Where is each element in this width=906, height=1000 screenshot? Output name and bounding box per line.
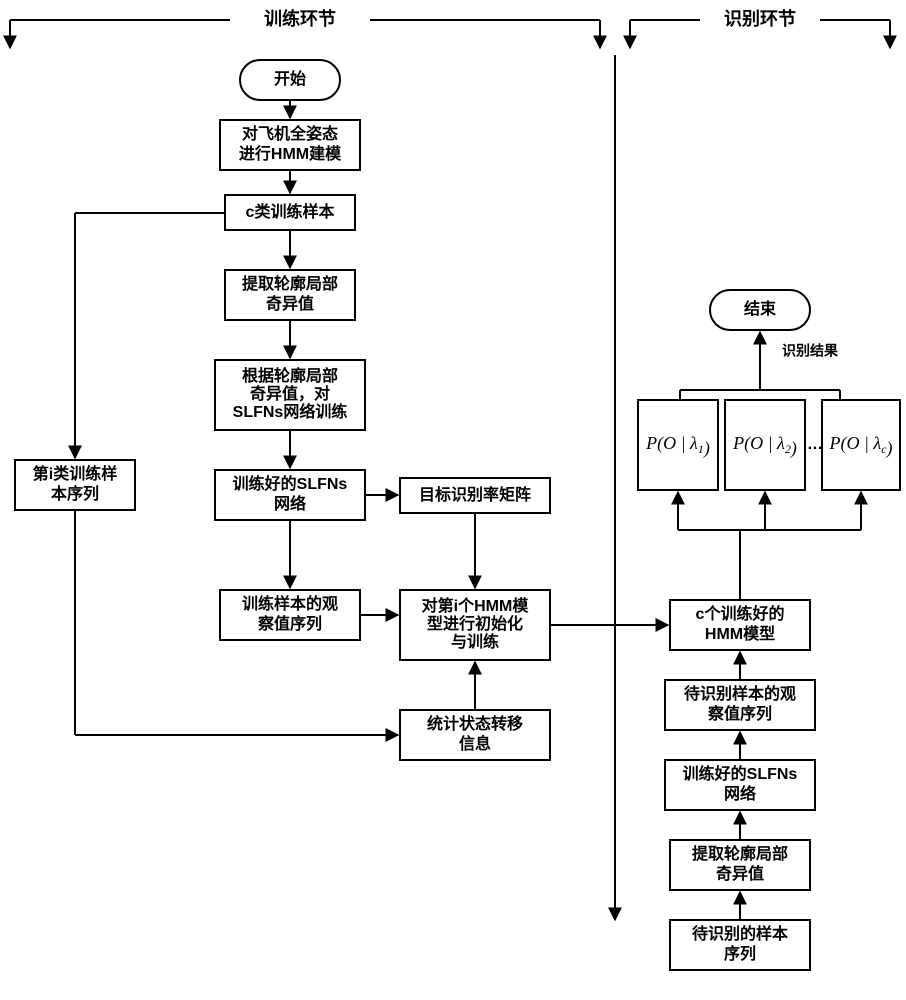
svg-text:待识别的样本: 待识别的样本	[692, 924, 788, 943]
svg-text:统计状态转移: 统计状态转移	[427, 714, 523, 733]
svg-text:奇异值，对: 奇异值，对	[250, 384, 330, 403]
result-label: 识别结果	[782, 343, 839, 359]
svg-text:察值序列: 察值序列	[707, 704, 772, 723]
svg-text:型进行初始化: 型进行初始化	[427, 614, 523, 633]
svg-text:HMM模型: HMM模型	[705, 624, 775, 643]
svg-text:训练好的SLFNs: 训练好的SLFNs	[233, 474, 348, 493]
svg-text:待识别样本的观: 待识别样本的观	[684, 684, 796, 703]
svg-text:c类训练样本: c类训练样本	[246, 202, 335, 221]
svg-text:训练样本的观: 训练样本的观	[242, 594, 338, 613]
svg-text:信息: 信息	[459, 734, 491, 753]
svg-text:察值序列: 察值序列	[257, 614, 322, 633]
svg-text:c个训练好的: c个训练好的	[696, 604, 785, 623]
svg-text:提取轮廓局部: 提取轮廓局部	[242, 274, 338, 293]
svg-text:本序列: 本序列	[51, 484, 99, 503]
svg-text:序列: 序列	[724, 944, 756, 963]
svg-text:目标识别率矩阵: 目标识别率矩阵	[419, 485, 531, 504]
svg-text:SLFNs网络训练: SLFNs网络训练	[233, 402, 348, 421]
svg-text:奇异值: 奇异值	[716, 864, 764, 883]
dots: …	[807, 436, 823, 453]
svg-text:网络: 网络	[724, 784, 756, 803]
svg-text:根据轮廓局部: 根据轮廓局部	[242, 366, 338, 385]
svg-text:网络: 网络	[274, 494, 306, 513]
svg-text:进行HMM建模: 进行HMM建模	[239, 144, 342, 163]
svg-text:第i类训练样: 第i类训练样	[33, 464, 117, 483]
recognition-header: 识别环节	[724, 9, 796, 29]
svg-text:奇异值: 奇异值	[266, 294, 314, 313]
svg-text:对第i个HMM模: 对第i个HMM模	[422, 596, 530, 615]
svg-text:训练好的SLFNs: 训练好的SLFNs	[683, 764, 798, 783]
svg-text:结束: 结束	[743, 299, 777, 318]
svg-text:提取轮廓局部: 提取轮廓局部	[692, 844, 788, 863]
svg-text:与训练: 与训练	[451, 632, 499, 651]
flowchart-diagram: 训练环节 识别环节 开始 对飞机全姿态 进行HMM建模 c类训练样本 提取轮廓局…	[0, 0, 906, 1000]
training-header: 训练环节	[264, 8, 336, 29]
svg-text:开始: 开始	[274, 69, 306, 88]
svg-text:对飞机全姿态: 对飞机全姿态	[242, 124, 338, 143]
